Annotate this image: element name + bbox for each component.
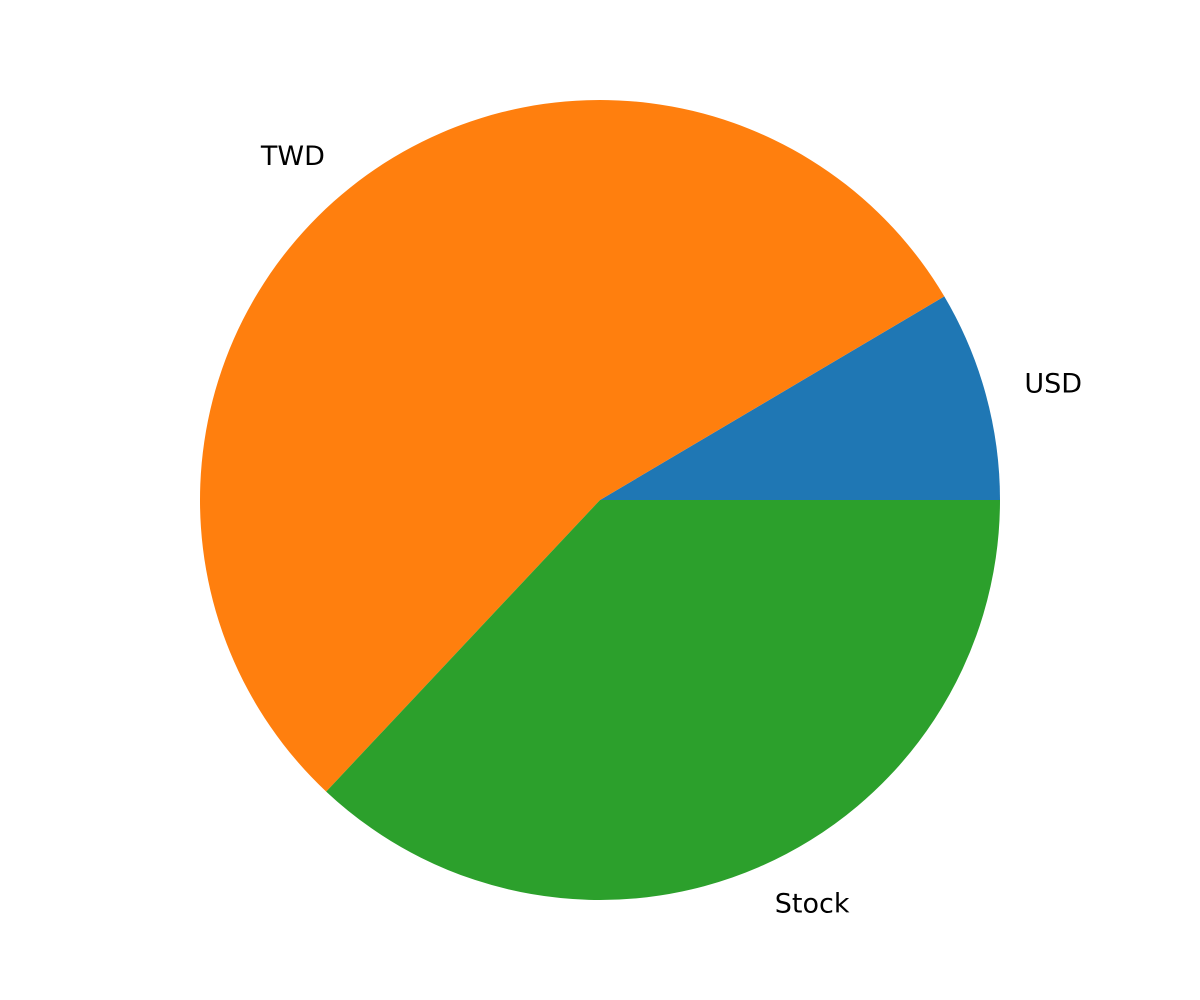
pie-label-usd: USD [1024, 368, 1082, 399]
pie-label-stock: Stock [775, 888, 850, 919]
pie-label-twd: TWD [260, 141, 325, 172]
pie-labels: USD TWD Stock [260, 141, 1082, 919]
pie-slices [200, 100, 1000, 900]
pie-slice-stock [326, 500, 1000, 900]
pie-slice-usd [600, 296, 1000, 500]
pie-slice-twd [200, 100, 945, 792]
